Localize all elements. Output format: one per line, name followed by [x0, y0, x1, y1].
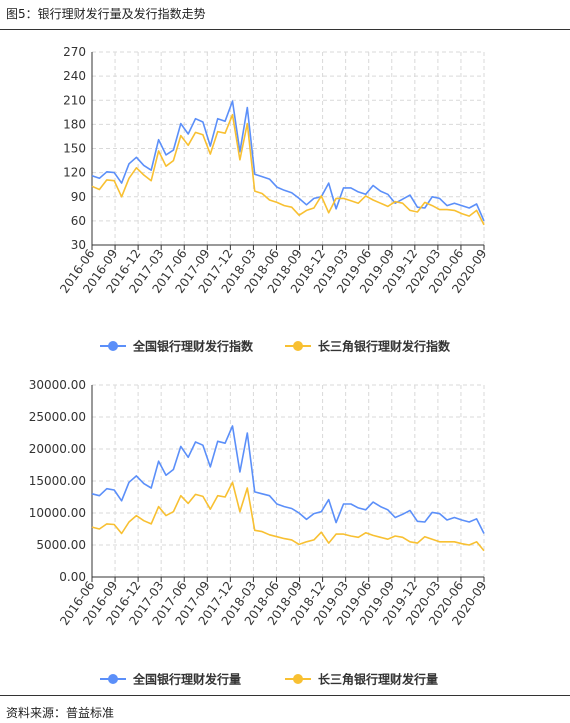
y-tick-label: 15000.00	[29, 474, 86, 488]
y-tick-label: 150	[63, 142, 86, 156]
y-tick-label: 180	[63, 117, 86, 131]
y-tick-label: 20000.00	[29, 442, 86, 456]
y-tick-label: 10000.00	[29, 506, 86, 520]
y-tick-label: 120	[63, 166, 86, 180]
legend-label: 全国银行理财发行指数	[132, 339, 254, 354]
y-tick-label: 5000.00	[36, 538, 86, 552]
y-tick-label: 30	[71, 238, 86, 252]
legend-swatch-marker	[293, 674, 303, 684]
series-line-national	[91, 425, 485, 534]
figure-title: 图5：银行理财发行量及发行指数走势	[6, 7, 206, 21]
y-tick-label: 90	[71, 190, 86, 204]
top-divider	[0, 29, 570, 30]
y-tick-label: 270	[63, 45, 86, 59]
series-line-yrd	[91, 481, 485, 552]
volume-line-chart: 0.00 5000.00 10000.00 15000.00 20000.00 25000…	[29, 378, 490, 687]
y-tick-label: 30000.00	[29, 378, 86, 392]
legend-swatch-marker	[108, 341, 118, 351]
series-line-yrd	[91, 113, 485, 226]
index-line-chart: 3060901201501802102402702016-062016-0920…	[57, 45, 489, 354]
legend-label: 长三角银行理财发行指数	[318, 339, 451, 354]
legend-label: 全国银行理财发行量	[132, 672, 241, 687]
y-tick-label: 240	[63, 69, 86, 83]
y-tick-label: 25000.00	[29, 410, 86, 424]
bottom-divider	[0, 695, 570, 696]
legend-swatch-marker	[293, 341, 303, 351]
y-tick-label: 0.00	[59, 570, 86, 584]
y-tick-label: 60	[71, 214, 86, 228]
series-line-national	[91, 100, 485, 222]
y-tick-label: 210	[63, 93, 86, 107]
legend-swatch-marker	[108, 674, 118, 684]
legend-label: 长三角银行理财发行量	[318, 672, 438, 687]
source-note: 资料来源：普益标准	[6, 706, 115, 720]
